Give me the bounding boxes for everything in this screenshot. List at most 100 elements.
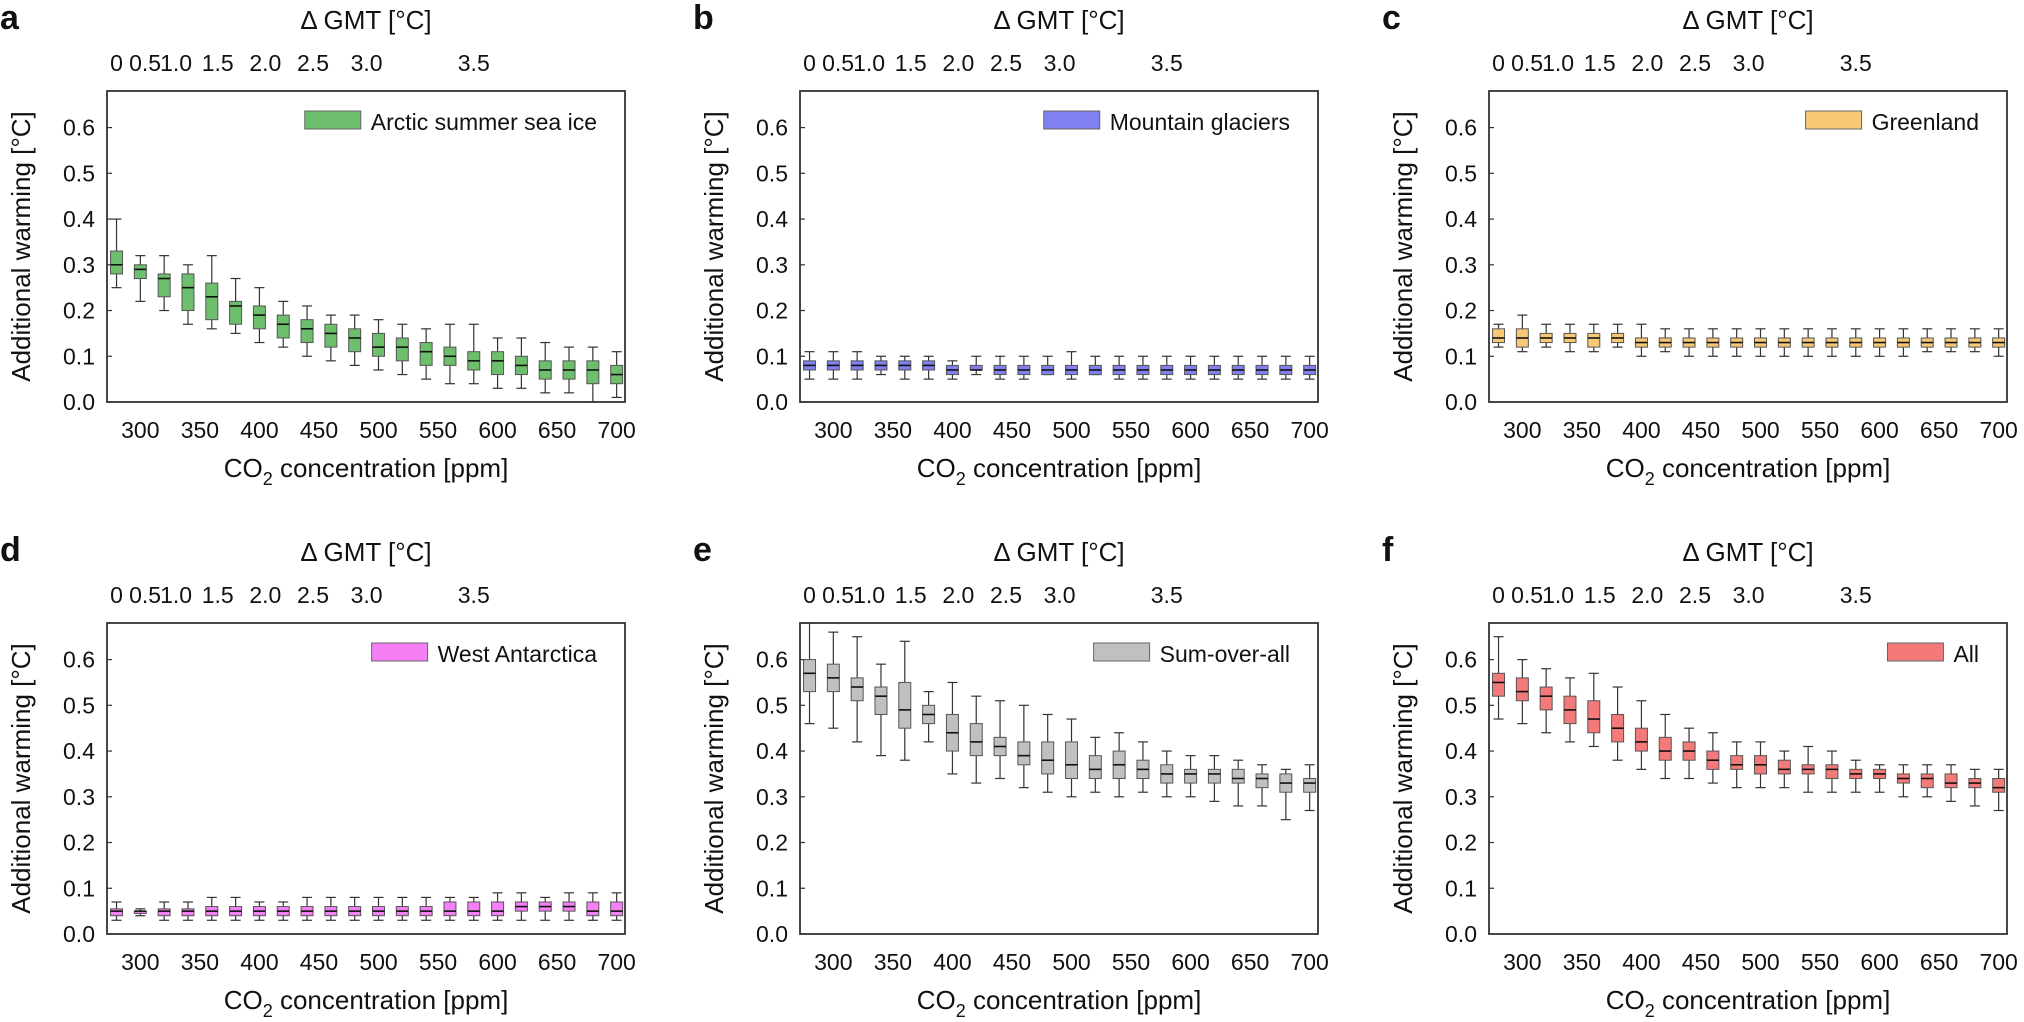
box-320: [850, 351, 864, 380]
y-tick-label: 0.2: [756, 830, 788, 856]
top-tick-label: 2.5: [297, 50, 329, 76]
box-420: [969, 355, 983, 376]
box-680: [1279, 355, 1293, 380]
box-body: [969, 723, 983, 757]
y-tick-label: 0.4: [63, 206, 95, 232]
box-680: [586, 346, 600, 403]
y-tick-label: 0.6: [63, 647, 95, 673]
x-tick-label: 450: [1682, 417, 1720, 443]
legend-swatch: [1805, 110, 1863, 130]
box-320: [850, 636, 864, 743]
x-tick-label: 500: [1741, 417, 1779, 443]
x-axis-label: CO2 concentration [ppm]: [1606, 453, 1891, 489]
box-660: [1255, 764, 1269, 807]
box-580: [1160, 355, 1174, 380]
x-tick-label: 650: [538, 417, 576, 443]
box-320: [1539, 323, 1553, 348]
x-tick-label: 550: [1801, 949, 1839, 975]
box-320: [157, 255, 171, 312]
box-640: [1920, 764, 1934, 798]
box-660: [562, 892, 576, 921]
top-tick-label: 2.0: [942, 582, 974, 608]
y-tick-label: 0.0: [756, 389, 788, 415]
legend-swatch: [371, 642, 429, 662]
box-560: [1825, 750, 1839, 793]
x-tick-label: 700: [1979, 949, 2017, 975]
x-tick-label: 350: [874, 949, 912, 975]
top-tick-label: 3.0: [351, 582, 383, 608]
box-420: [1658, 713, 1672, 780]
box-body: [850, 677, 864, 702]
panel-letter: a: [0, 0, 20, 37]
x-axis-label: CO2 concentration [ppm]: [917, 453, 1202, 489]
top-tick-label: 2.5: [297, 582, 329, 608]
x-tick-label: 650: [538, 949, 576, 975]
top-tick-label: 1.5: [1584, 582, 1616, 608]
top-tick-label: 2.0: [249, 582, 281, 608]
x-tick-label: 500: [1052, 949, 1090, 975]
box-body: [324, 323, 338, 348]
box-body: [1658, 736, 1672, 761]
legend-label: Sum-over-all: [1160, 641, 1290, 667]
x-tick-label: 400: [933, 417, 971, 443]
box-300: [826, 351, 840, 380]
x-tick-label: 400: [1622, 417, 1660, 443]
box-420: [276, 901, 290, 921]
top-tick-label: 1.5: [895, 582, 927, 608]
box-560: [443, 323, 457, 385]
x-tick-label: 300: [1503, 417, 1541, 443]
box-620: [514, 337, 528, 389]
x-tick-label: 550: [1112, 417, 1150, 443]
top-tick-label: 0: [803, 50, 816, 76]
box-280: [803, 622, 817, 725]
y-tick-label: 0.5: [756, 692, 788, 718]
box-body: [1730, 755, 1744, 770]
box-body: [1492, 672, 1506, 697]
box-440: [993, 355, 1007, 380]
x-tick-label: 500: [359, 417, 397, 443]
box-body: [1587, 700, 1601, 734]
box-480: [1730, 741, 1744, 789]
box-460: [1706, 732, 1720, 784]
x-tick-label: 450: [1682, 949, 1720, 975]
box-380: [229, 896, 243, 921]
box-body: [133, 264, 147, 280]
x-tick-label: 600: [1171, 949, 1209, 975]
plot-frame: [799, 90, 1319, 403]
box-500: [372, 319, 386, 371]
box-body: [181, 273, 195, 312]
box-600: [1873, 764, 1887, 793]
top-tick-label: 1.0: [1542, 582, 1574, 608]
box-400: [252, 901, 266, 921]
box-360: [898, 640, 912, 761]
x-tick-label: 550: [1801, 417, 1839, 443]
box-620: [1896, 764, 1910, 798]
box-body: [110, 908, 124, 917]
box-280: [803, 351, 817, 380]
y-tick-label: 0.5: [63, 160, 95, 186]
x-tick-label: 350: [181, 949, 219, 975]
y-tick-label: 0.5: [756, 160, 788, 186]
top-tick-label: 1.0: [160, 50, 192, 76]
box-480: [1041, 713, 1055, 793]
x-tick-label: 400: [1622, 949, 1660, 975]
x-tick-label: 700: [597, 949, 635, 975]
x-axis-label-subscript: 2: [956, 1001, 966, 1021]
box-580: [1849, 328, 1863, 357]
x-tick-label: 550: [1112, 949, 1150, 975]
panel-letter: c: [1382, 0, 1401, 37]
box-700: [610, 351, 624, 399]
top-tick-label: 2.0: [1631, 50, 1663, 76]
y-tick-label: 0.4: [1445, 206, 1477, 232]
box-body: [1587, 332, 1601, 348]
x-axis-label-rest: concentration [ppm]: [1655, 985, 1891, 1015]
box-580: [1160, 750, 1174, 798]
box-380: [1611, 686, 1625, 761]
top-tick-label: 0.5: [822, 50, 854, 76]
box-660: [1255, 355, 1269, 380]
legend-swatch: [1043, 110, 1101, 130]
x-axis-label: CO2 concentration [ppm]: [224, 985, 509, 1021]
top-axis-label: Δ GMT [°C]: [993, 5, 1124, 35]
y-tick-label: 0.1: [1445, 343, 1477, 369]
box-360: [1587, 323, 1601, 353]
